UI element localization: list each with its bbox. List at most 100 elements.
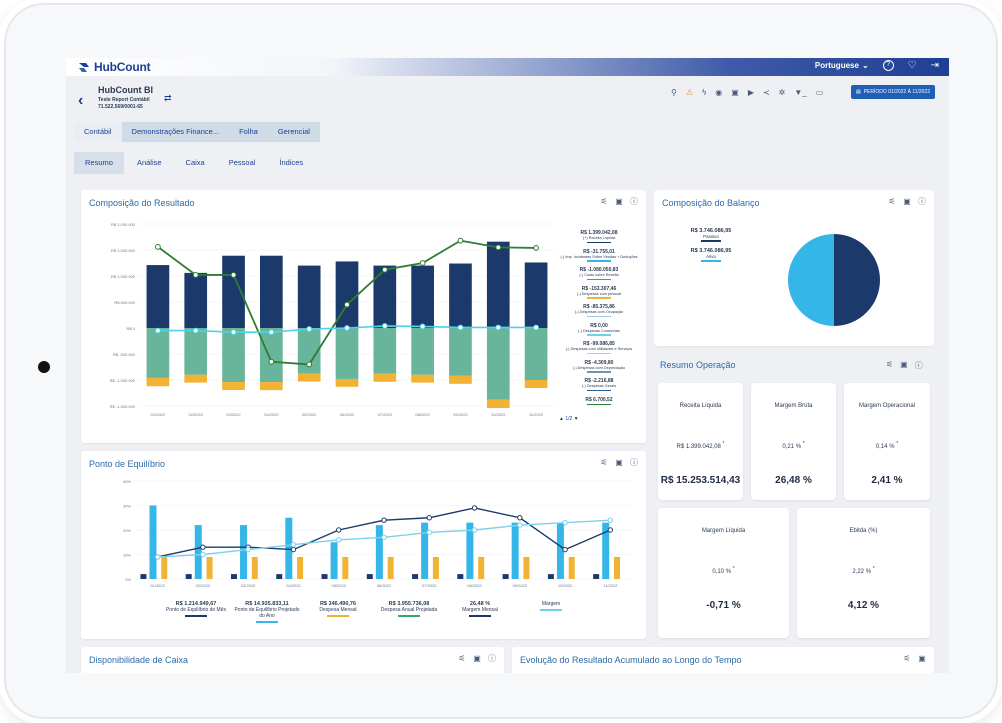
- top-right-controls: Portuguese ⌄ ? ♡ ⇥: [815, 60, 939, 71]
- line-point: [495, 244, 502, 251]
- brand-logo[interactable]: HubCount: [78, 60, 151, 74]
- image-icon[interactable]: ▣: [615, 197, 623, 206]
- info-icon[interactable]: ⓘ: [630, 458, 638, 467]
- image-icon[interactable]: ▣: [615, 458, 623, 467]
- pin-icon[interactable]: ⚟: [888, 197, 896, 206]
- balance-pie-chart: [788, 234, 880, 326]
- language-select[interactable]: Portuguese ⌄: [815, 61, 869, 70]
- image-icon[interactable]: ▣: [918, 654, 926, 663]
- tab-demonstracoes[interactable]: Demonstrações Finance...: [131, 127, 220, 136]
- pin-icon[interactable]: ⚟: [886, 360, 894, 369]
- bolt-icon[interactable]: ϟ: [702, 88, 707, 97]
- line-point: [192, 272, 199, 278]
- legend-item[interactable]: R$ -153.307,46 (-) Despesas com pessoal: [559, 286, 639, 299]
- legend-swatch: [587, 403, 611, 405]
- legend-item[interactable]: R$ 1.214.949,67 Ponto de Equilíbrio do Mê…: [161, 601, 231, 617]
- back-arrow-icon[interactable]: ‹: [78, 92, 84, 109]
- image-icon[interactable]: ▣: [900, 360, 908, 369]
- legend-item[interactable]: Margem: [516, 601, 586, 611]
- legend-item[interactable]: R$ -85.375,86 (-) Despesas com Ocupação: [559, 304, 639, 317]
- logout-icon[interactable]: ⇥: [930, 60, 939, 71]
- bar-1: [184, 328, 208, 375]
- legend-item[interactable]: R$ 14.935.833,11 Ponto de Equilíbrio Proj…: [232, 601, 302, 623]
- location-pin-icon[interactable]: ⚲: [671, 88, 677, 97]
- line-point: [419, 323, 426, 330]
- gear-icon[interactable]: ✲: [778, 88, 786, 97]
- line-point: [381, 517, 387, 523]
- bar-1: [411, 328, 434, 375]
- switch-company-icon[interactable]: ⇄: [164, 93, 172, 103]
- top-bar: HubCount Portuguese ⌄ ? ♡ ⇥: [66, 58, 949, 76]
- y-tick-label: 10%: [123, 553, 131, 558]
- bar-1: [297, 328, 321, 374]
- legend-item[interactable]: R$ 1.399.042,08 (+) Receita Líquida: [559, 230, 639, 243]
- legend-item[interactable]: R$ -1.080.050,83 (-) Custo sobre Receita: [559, 267, 639, 280]
- legend-swatch: [587, 241, 611, 243]
- pin-icon[interactable]: ⚟: [458, 654, 466, 663]
- x-tick-label: 01/2022: [151, 412, 166, 417]
- pie-slice-passivo[interactable]: [834, 234, 880, 326]
- x-tick-label: 07/2022: [422, 583, 437, 588]
- help-icon[interactable]: ?: [882, 60, 894, 71]
- y-tick-label: 0%: [125, 577, 131, 582]
- play-icon[interactable]: ▶: [747, 88, 754, 97]
- pin-icon[interactable]: ⚟: [903, 654, 911, 663]
- image-icon[interactable]: ▣: [473, 654, 481, 663]
- legend-label: Ponto de Equilíbrio Projetado do Ano: [234, 607, 300, 619]
- tab-caixa[interactable]: Caixa: [185, 158, 205, 167]
- legend-item[interactable]: R$ -4.309,80 (-) Despesas com Depreciação: [559, 360, 639, 373]
- y-tick-label: R$ 1.000.000: [111, 274, 136, 279]
- legend-item[interactable]: R$ 6.700,52: [559, 397, 639, 405]
- bar-2: [457, 574, 464, 579]
- balance-legend: R$ 3.746.086,95 Passivo R$ 3.746.086,95 …: [676, 228, 746, 262]
- comment-icon[interactable]: ▭: [815, 88, 824, 97]
- image-icon[interactable]: ▣: [903, 197, 911, 206]
- x-tick-label: 09/2022: [453, 412, 468, 417]
- share-icon[interactable]: ≺: [762, 88, 770, 97]
- info-icon[interactable]: ⓘ: [918, 197, 926, 206]
- y-tick-label: 20%: [123, 528, 131, 533]
- period-button[interactable]: ▤ PERÍODO 01/2022 À 11/2022: [851, 85, 935, 99]
- card-actions: ⚟ ▣: [903, 655, 926, 663]
- legend-swatch: [587, 352, 611, 354]
- result-chart: R$ 2.000.000 R$ 1.000.000 R$ 1.000.000 R$ 5…: [110, 222, 555, 417]
- bar-1: [260, 328, 283, 383]
- legend-item[interactable]: R$ 346.490,76 Despesa Mensal: [303, 601, 373, 617]
- y-tick-label: R$ -500.000: [113, 352, 136, 357]
- tab-contabil[interactable]: Contábil: [74, 122, 122, 142]
- bar-2: [260, 382, 283, 391]
- legend-value: R$ -2.216,88: [584, 378, 614, 384]
- eye-icon[interactable]: ◉: [715, 88, 723, 97]
- info-icon[interactable]: ⓘ: [914, 361, 923, 370]
- tab-folha[interactable]: Folha: [239, 127, 258, 136]
- legend-swatch: [701, 260, 721, 262]
- break-even-card: Ponto de Equilíbrio ⚟ ▣ ⓘ 40% 30% 20% 10% 0%…: [81, 451, 646, 639]
- lightbulb-icon[interactable]: ♡: [907, 60, 917, 71]
- company-info: HubCount BI Teste Report Contábil 71.522…: [98, 85, 153, 110]
- legend-item[interactable]: 26,48 % Margem Mensal: [445, 601, 515, 617]
- info-icon[interactable]: ⓘ: [488, 654, 496, 663]
- legend-pager[interactable]: ▲ 1/2 ▼: [559, 416, 579, 422]
- legend-item[interactable]: R$ -2.216,88 (-) Despesas Gerais: [559, 378, 639, 391]
- warning-icon[interactable]: ⚠: [685, 88, 694, 97]
- bar-0: [421, 522, 429, 579]
- x-tick-label: 01/2022: [150, 583, 165, 588]
- legend-item[interactable]: R$ 0,00 (-) Despesas Comerciais: [559, 323, 639, 336]
- tab-analise[interactable]: Análise: [136, 158, 162, 167]
- pin-icon[interactable]: ⚟: [600, 197, 608, 206]
- tab-indices[interactable]: Índices: [279, 158, 304, 167]
- legend-item[interactable]: R$ 3.955.736,08 Despesa Anual Projetada: [374, 601, 444, 617]
- tab-pessoal[interactable]: Pessoal: [228, 158, 256, 167]
- info-icon[interactable]: ⓘ: [630, 197, 638, 206]
- pin-icon[interactable]: ⚟: [600, 458, 608, 467]
- bar-0: [486, 241, 510, 328]
- image-icon[interactable]: ▣: [731, 88, 739, 97]
- tab-resumo[interactable]: Resumo: [74, 152, 124, 174]
- legend-item[interactable]: R$ -31.755,01 (-) Imp. Incidentes Sobre V…: [559, 249, 639, 262]
- pie-slice-ativo[interactable]: [788, 234, 834, 326]
- y-tick-label: R$ 2.000.000: [111, 222, 136, 227]
- y-tick-label: R$ 500.000: [114, 300, 135, 305]
- legend-item[interactable]: R$ -99.086,85 (-) Despesas com Utilidades…: [559, 341, 639, 354]
- filter-icon[interactable]: ▼_: [794, 88, 807, 97]
- tab-gerencial[interactable]: Gerencial: [277, 127, 310, 136]
